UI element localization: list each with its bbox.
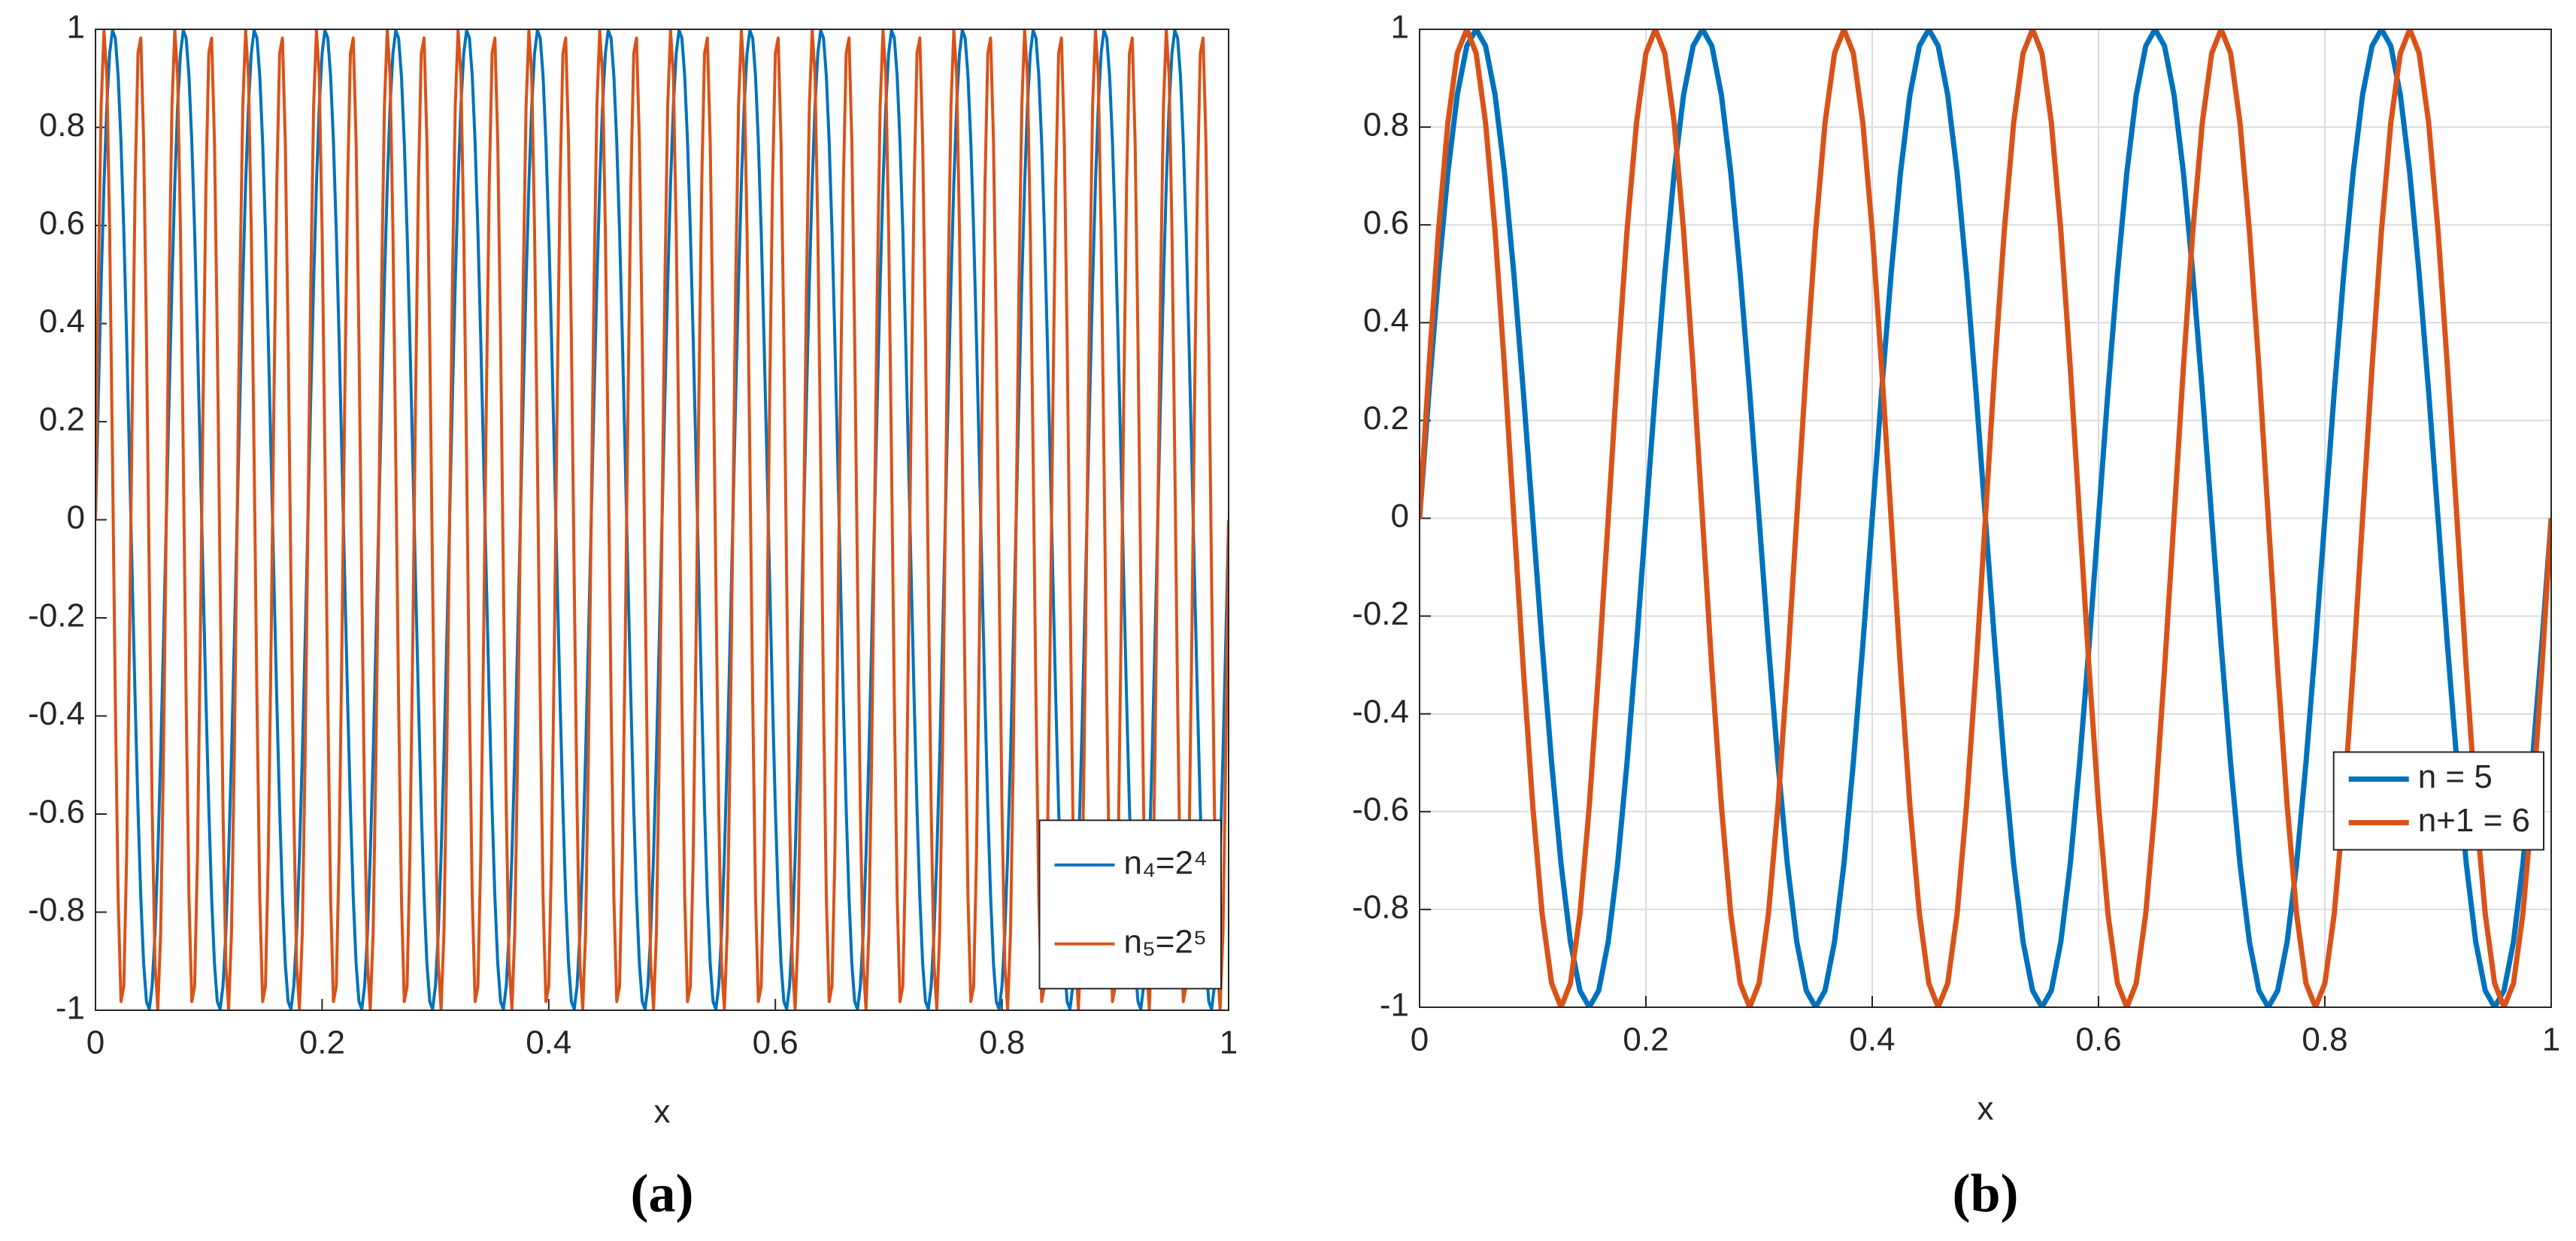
legend-label: n₅=2⁵ [1123, 923, 1207, 960]
y-tick-label: 0.8 [1363, 107, 1409, 144]
y-tick-label: 0.6 [1363, 204, 1409, 241]
series-line [1420, 29, 2551, 1007]
y-tick-label: 0.4 [39, 303, 85, 340]
panel-label: (a) [631, 1164, 694, 1224]
x-tick-label: 0.8 [2302, 1022, 2347, 1058]
y-tick-label: -0.4 [1352, 693, 1409, 730]
y-tick-label: 0.4 [1363, 302, 1409, 339]
y-tick-label: -0.6 [1352, 791, 1409, 828]
x-tick-label: 0.6 [753, 1025, 799, 1061]
y-tick-label: 0 [1391, 498, 1409, 534]
legend-label: n+1 = 6 [2418, 802, 2530, 839]
x-tick-label: 0 [86, 1025, 105, 1061]
axes-box [95, 29, 1229, 1011]
x-axis-label: x [654, 1094, 671, 1131]
legend: n = 5 n+1 = 6 [2332, 751, 2544, 851]
x-tick-label: 0 [1411, 1022, 1429, 1058]
y-tick-label: 0.6 [39, 205, 85, 242]
axes-box [1419, 29, 2552, 1008]
legend-label: n = 5 [2418, 758, 2493, 795]
x-tick-label: 0.4 [526, 1025, 571, 1061]
y-tick-label: -0.6 [28, 794, 85, 831]
legend-box [1038, 819, 1222, 990]
x-tick-label: 1 [1220, 1025, 1238, 1061]
y-tick-label: 0 [67, 499, 85, 536]
y-tick-label: 0.2 [1363, 400, 1409, 437]
y-tick-label: -0.2 [1352, 595, 1409, 632]
y-tick-label: -0.8 [1352, 889, 1409, 926]
y-tick-label: -1 [56, 990, 85, 1027]
y-tick-label: 0.2 [39, 401, 85, 438]
y-tick-label: 0.8 [39, 107, 85, 144]
plot-area [1420, 29, 2551, 1007]
legend-box [2332, 751, 2544, 851]
x-tick-label: 0.2 [299, 1025, 345, 1061]
y-tick-label: -1 [1380, 987, 1409, 1024]
x-tick-label: 1 [2542, 1022, 2560, 1058]
panel-label: (b) [1953, 1164, 2019, 1224]
y-tick-label: -0.4 [28, 695, 85, 732]
x-tick-label: 0.8 [979, 1025, 1025, 1061]
y-tick-label: 1 [67, 9, 85, 46]
x-axis-label: x [1977, 1091, 1994, 1127]
y-tick-label: -0.2 [28, 598, 85, 634]
legend: n₄=2⁴ n₅=2⁵ [1038, 819, 1222, 990]
x-tick-label: 0.6 [2075, 1022, 2121, 1058]
y-tick-label: -0.8 [28, 891, 85, 928]
x-tick-label: 0.4 [1849, 1022, 1895, 1058]
x-tick-label: 0.2 [1623, 1022, 1668, 1058]
y-tick-label: 1 [1391, 9, 1409, 46]
legend-label: n₄=2⁴ [1123, 844, 1208, 881]
